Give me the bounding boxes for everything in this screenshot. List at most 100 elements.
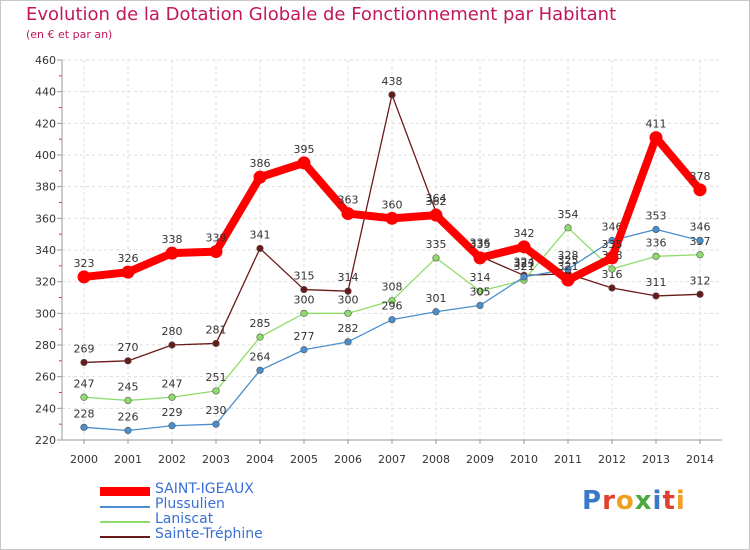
data-label-plussulien-2001: 226 (118, 411, 139, 424)
x-tick-label-2005: 2005 (290, 453, 318, 466)
data-point-saint-igeaux-2002 (165, 246, 179, 260)
data-point-sainte-tr-phine-2004 (256, 244, 264, 253)
x-tick-label-2014: 2014 (686, 453, 714, 466)
data-label-plussulien-2011: 328 (558, 249, 579, 262)
data-point-sainte-tr-phine-2005 (300, 285, 308, 294)
y-tick-label-240: 240 (35, 402, 56, 415)
data-point-laniscat-2014 (696, 251, 704, 259)
data-point-plussulien-2002 (168, 422, 176, 430)
data-point-sainte-tr-phine-2006 (344, 287, 352, 295)
data-label-laniscat-2008: 335 (426, 238, 447, 251)
data-point-plussulien-2000 (80, 423, 88, 431)
data-point-saint-igeaux-2011 (561, 273, 575, 287)
data-label-saint-igeaux-2007: 360 (382, 198, 403, 211)
data-point-plussulien-2008 (432, 308, 440, 316)
data-point-plussulien-2004 (256, 366, 264, 374)
data-point-saint-igeaux-2006 (341, 207, 355, 221)
data-label-plussulien-2009: 305 (470, 285, 491, 298)
data-point-sainte-tr-phine-2002 (168, 341, 176, 349)
data-point-laniscat-2007 (388, 297, 396, 305)
data-label-laniscat-2004: 285 (250, 317, 271, 330)
data-point-laniscat-2001 (124, 396, 132, 405)
data-point-laniscat-2008 (432, 254, 440, 262)
legend-label-saint-igeaux: SAINT-IGEAUX (155, 481, 254, 497)
x-tick-label-2000: 2000 (70, 453, 98, 466)
data-label-laniscat-2000: 247 (74, 377, 95, 390)
data-point-plussulien-2001 (124, 426, 132, 435)
data-label-sainte-tr-phine-2006: 314 (338, 271, 359, 284)
data-point-saint-igeaux-2010 (517, 240, 531, 254)
x-tick-label-2011: 2011 (554, 453, 582, 466)
x-tick-label-2010: 2010 (510, 453, 538, 466)
data-point-sainte-tr-phine-2013 (652, 292, 660, 300)
data-point-saint-igeaux-2013 (649, 131, 663, 145)
data-label-laniscat-2001: 245 (118, 380, 139, 393)
data-point-saint-igeaux-2007 (385, 211, 399, 225)
data-label-laniscat-2003: 251 (206, 371, 227, 384)
x-tick-label-2007: 2007 (378, 453, 406, 466)
data-point-plussulien-2006 (344, 338, 352, 346)
data-point-laniscat-2006 (344, 309, 352, 317)
chart-title: Evolution de la Dotation Globale de Fonc… (26, 4, 617, 25)
data-label-saint-igeaux-2011: 321 (558, 260, 579, 273)
x-tick-label-2012: 2012 (598, 453, 626, 466)
data-label-laniscat-2002: 247 (162, 377, 183, 390)
data-point-laniscat-2004 (256, 333, 264, 341)
data-point-saint-igeaux-2012 (605, 251, 619, 265)
data-label-sainte-tr-phine-2008: 364 (426, 192, 447, 205)
data-point-plussulien-2005 (300, 346, 308, 354)
data-point-saint-igeaux-2005 (297, 156, 311, 170)
data-label-plussulien-2008: 301 (426, 292, 447, 305)
data-point-sainte-tr-phine-2014 (696, 290, 704, 298)
data-label-saint-igeaux-2006: 363 (338, 194, 359, 207)
y-tick-label-400: 400 (35, 149, 56, 162)
data-label-laniscat-2013: 336 (646, 236, 667, 249)
data-point-sainte-tr-phine-2007 (388, 91, 396, 99)
data-label-laniscat-2006: 300 (338, 293, 359, 306)
data-point-laniscat-2009 (476, 287, 484, 295)
data-label-sainte-tr-phine-2003: 281 (206, 323, 227, 336)
legend-label-plussulien: Plussulien (155, 496, 225, 512)
data-label-plussulien-2002: 229 (162, 406, 183, 419)
x-tick-label-2013: 2013 (642, 453, 670, 466)
data-point-sainte-tr-phine-2012 (608, 284, 616, 292)
data-label-sainte-tr-phine-2004: 341 (250, 228, 271, 241)
data-label-plussulien-2010: 323 (514, 257, 535, 270)
data-label-plussulien-2000: 228 (74, 407, 95, 420)
x-tick-label-2001: 2001 (114, 453, 142, 466)
data-label-saint-igeaux-2009: 335 (470, 238, 491, 251)
data-point-laniscat-2011 (564, 224, 572, 232)
data-label-plussulien-2007: 296 (382, 300, 403, 313)
data-label-plussulien-2005: 277 (294, 330, 315, 343)
data-label-plussulien-2012: 346 (602, 221, 623, 234)
data-label-saint-igeaux-2000: 323 (74, 257, 95, 270)
data-label-plussulien-2006: 282 (338, 322, 359, 335)
data-point-laniscat-2005 (300, 309, 308, 317)
data-label-saint-igeaux-2014: 378 (690, 170, 711, 183)
y-tick-label-440: 440 (35, 86, 56, 99)
y-tick-label-320: 320 (35, 276, 56, 289)
data-point-plussulien-2007 (388, 316, 396, 324)
data-label-saint-igeaux-2004: 386 (250, 157, 271, 170)
data-point-saint-igeaux-2003 (209, 245, 223, 259)
data-point-laniscat-2003 (212, 387, 220, 395)
data-point-saint-igeaux-2014 (693, 183, 707, 197)
data-point-plussulien-2011 (564, 265, 572, 273)
legend-swatch-saint-igeaux (100, 487, 150, 496)
data-point-laniscat-2000 (80, 393, 88, 401)
data-label-laniscat-2005: 300 (294, 293, 315, 306)
data-label-sainte-tr-phine-2014: 312 (690, 274, 711, 287)
data-label-sainte-tr-phine-2013: 311 (646, 276, 667, 289)
data-point-laniscat-2012 (608, 265, 616, 273)
line-chart: 220 240 260 280 300 320 340 360 380 400 420 440 460 2… (35, 54, 722, 466)
data-point-sainte-tr-phine-2001 (124, 357, 132, 365)
y-tick-label-300: 300 (35, 307, 56, 320)
y-tick-label-260: 260 (35, 371, 56, 384)
data-label-plussulien-2004: 264 (250, 350, 271, 363)
y-tick-label-460: 460 (35, 54, 56, 67)
legend-swatch-laniscat (100, 521, 150, 523)
legend-label-laniscat: Laniscat (155, 511, 214, 527)
data-point-saint-igeaux-2004 (253, 170, 267, 184)
x-tick-label-2003: 2003 (202, 453, 230, 466)
data-point-plussulien-2003 (212, 420, 220, 428)
